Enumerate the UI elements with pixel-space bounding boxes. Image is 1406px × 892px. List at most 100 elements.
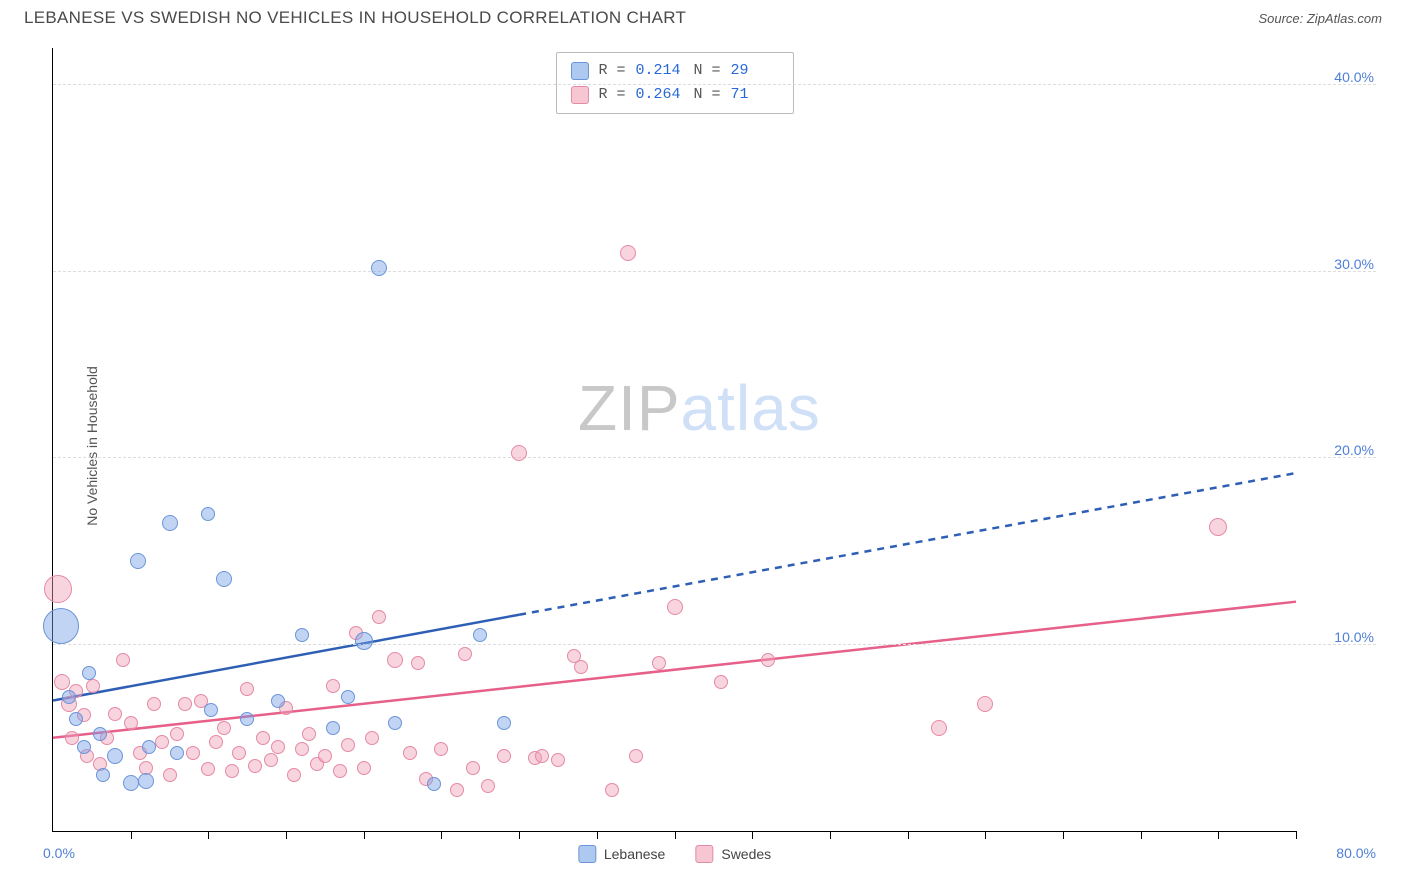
source-attribution: Source: ZipAtlas.com bbox=[1258, 11, 1382, 26]
legend-item: Swedes bbox=[695, 845, 771, 863]
y-tick-label: 30.0% bbox=[1334, 256, 1374, 272]
data-point bbox=[365, 731, 379, 745]
data-point bbox=[93, 727, 107, 741]
data-point bbox=[481, 779, 495, 793]
source-name: ZipAtlas.com bbox=[1307, 11, 1382, 26]
data-point bbox=[240, 712, 254, 726]
data-point bbox=[116, 653, 130, 667]
x-tick bbox=[597, 831, 598, 839]
data-point bbox=[170, 746, 184, 760]
data-point bbox=[44, 575, 72, 603]
data-point bbox=[130, 553, 146, 569]
data-point bbox=[271, 740, 285, 754]
data-point bbox=[264, 753, 278, 767]
data-point bbox=[620, 245, 636, 261]
data-point bbox=[69, 712, 83, 726]
data-point bbox=[372, 610, 386, 624]
y-tick-label: 20.0% bbox=[1334, 442, 1374, 458]
stat-n-value: 71 bbox=[731, 83, 779, 107]
data-point bbox=[458, 647, 472, 661]
data-point bbox=[248, 759, 262, 773]
data-point bbox=[977, 696, 993, 712]
trend-lines-layer bbox=[53, 48, 1296, 831]
data-point bbox=[341, 690, 355, 704]
data-point bbox=[551, 753, 565, 767]
data-point bbox=[302, 727, 316, 741]
data-point bbox=[295, 628, 309, 642]
scatter-plot-area: ZIPatlas R =0.214N =29R =0.264N =71 0.0%… bbox=[52, 48, 1296, 832]
x-tick bbox=[908, 831, 909, 839]
data-point bbox=[82, 666, 96, 680]
data-point bbox=[535, 749, 549, 763]
x-axis-min-label: 0.0% bbox=[43, 845, 75, 861]
data-point bbox=[256, 731, 270, 745]
data-point bbox=[240, 682, 254, 696]
x-tick bbox=[286, 831, 287, 839]
data-point bbox=[497, 716, 511, 730]
stat-n-value: 29 bbox=[731, 59, 779, 83]
stat-r-value: 0.214 bbox=[636, 59, 684, 83]
series-legend: Lebanese Swedes bbox=[578, 845, 771, 863]
data-point bbox=[178, 697, 192, 711]
x-tick bbox=[1141, 831, 1142, 839]
x-tick bbox=[1296, 831, 1297, 839]
trend-line bbox=[519, 473, 1296, 615]
stat-n-label: N = bbox=[694, 83, 721, 107]
data-point bbox=[216, 571, 232, 587]
grid-line bbox=[53, 457, 1376, 458]
data-point bbox=[605, 783, 619, 797]
y-tick-label: 10.0% bbox=[1334, 629, 1374, 645]
data-point bbox=[217, 721, 231, 735]
data-point bbox=[124, 716, 138, 730]
source-prefix: Source: bbox=[1258, 11, 1306, 26]
stat-r-label: R = bbox=[598, 59, 625, 83]
data-point bbox=[326, 721, 340, 735]
legend-item: Lebanese bbox=[578, 845, 666, 863]
grid-line bbox=[53, 644, 1376, 645]
data-point bbox=[357, 761, 371, 775]
data-point bbox=[388, 716, 402, 730]
x-tick bbox=[441, 831, 442, 839]
x-tick bbox=[675, 831, 676, 839]
data-point bbox=[629, 749, 643, 763]
data-point bbox=[147, 697, 161, 711]
data-point bbox=[403, 746, 417, 760]
data-point bbox=[667, 599, 683, 615]
data-point bbox=[225, 764, 239, 778]
data-point bbox=[341, 738, 355, 752]
data-point bbox=[107, 748, 123, 764]
data-point bbox=[355, 632, 373, 650]
data-point bbox=[295, 742, 309, 756]
data-point bbox=[138, 773, 154, 789]
grid-line bbox=[53, 84, 1376, 85]
stats-row: R =0.264N =71 bbox=[570, 83, 778, 107]
data-point bbox=[574, 660, 588, 674]
y-tick-label: 40.0% bbox=[1334, 69, 1374, 85]
data-point bbox=[652, 656, 666, 670]
data-point bbox=[411, 656, 425, 670]
legend-label: Lebanese bbox=[604, 846, 666, 862]
data-point bbox=[931, 720, 947, 736]
x-tick bbox=[1218, 831, 1219, 839]
data-point bbox=[473, 628, 487, 642]
data-point bbox=[170, 727, 184, 741]
data-point bbox=[450, 783, 464, 797]
data-point bbox=[209, 735, 223, 749]
data-point bbox=[387, 652, 403, 668]
data-point bbox=[1209, 518, 1227, 536]
stats-row: R =0.214N =29 bbox=[570, 59, 778, 83]
x-tick bbox=[830, 831, 831, 839]
data-point bbox=[162, 515, 178, 531]
data-point bbox=[201, 507, 215, 521]
legend-swatch-icon bbox=[578, 845, 596, 863]
data-point bbox=[62, 690, 76, 704]
data-point bbox=[108, 707, 122, 721]
stat-r-value: 0.264 bbox=[636, 83, 684, 107]
watermark: ZIPatlas bbox=[578, 371, 821, 445]
grid-line bbox=[53, 271, 1376, 272]
data-point bbox=[186, 746, 200, 760]
legend-label: Swedes bbox=[721, 846, 771, 862]
data-point bbox=[497, 749, 511, 763]
data-point bbox=[287, 768, 301, 782]
correlation-stats-box: R =0.214N =29R =0.264N =71 bbox=[555, 52, 793, 114]
